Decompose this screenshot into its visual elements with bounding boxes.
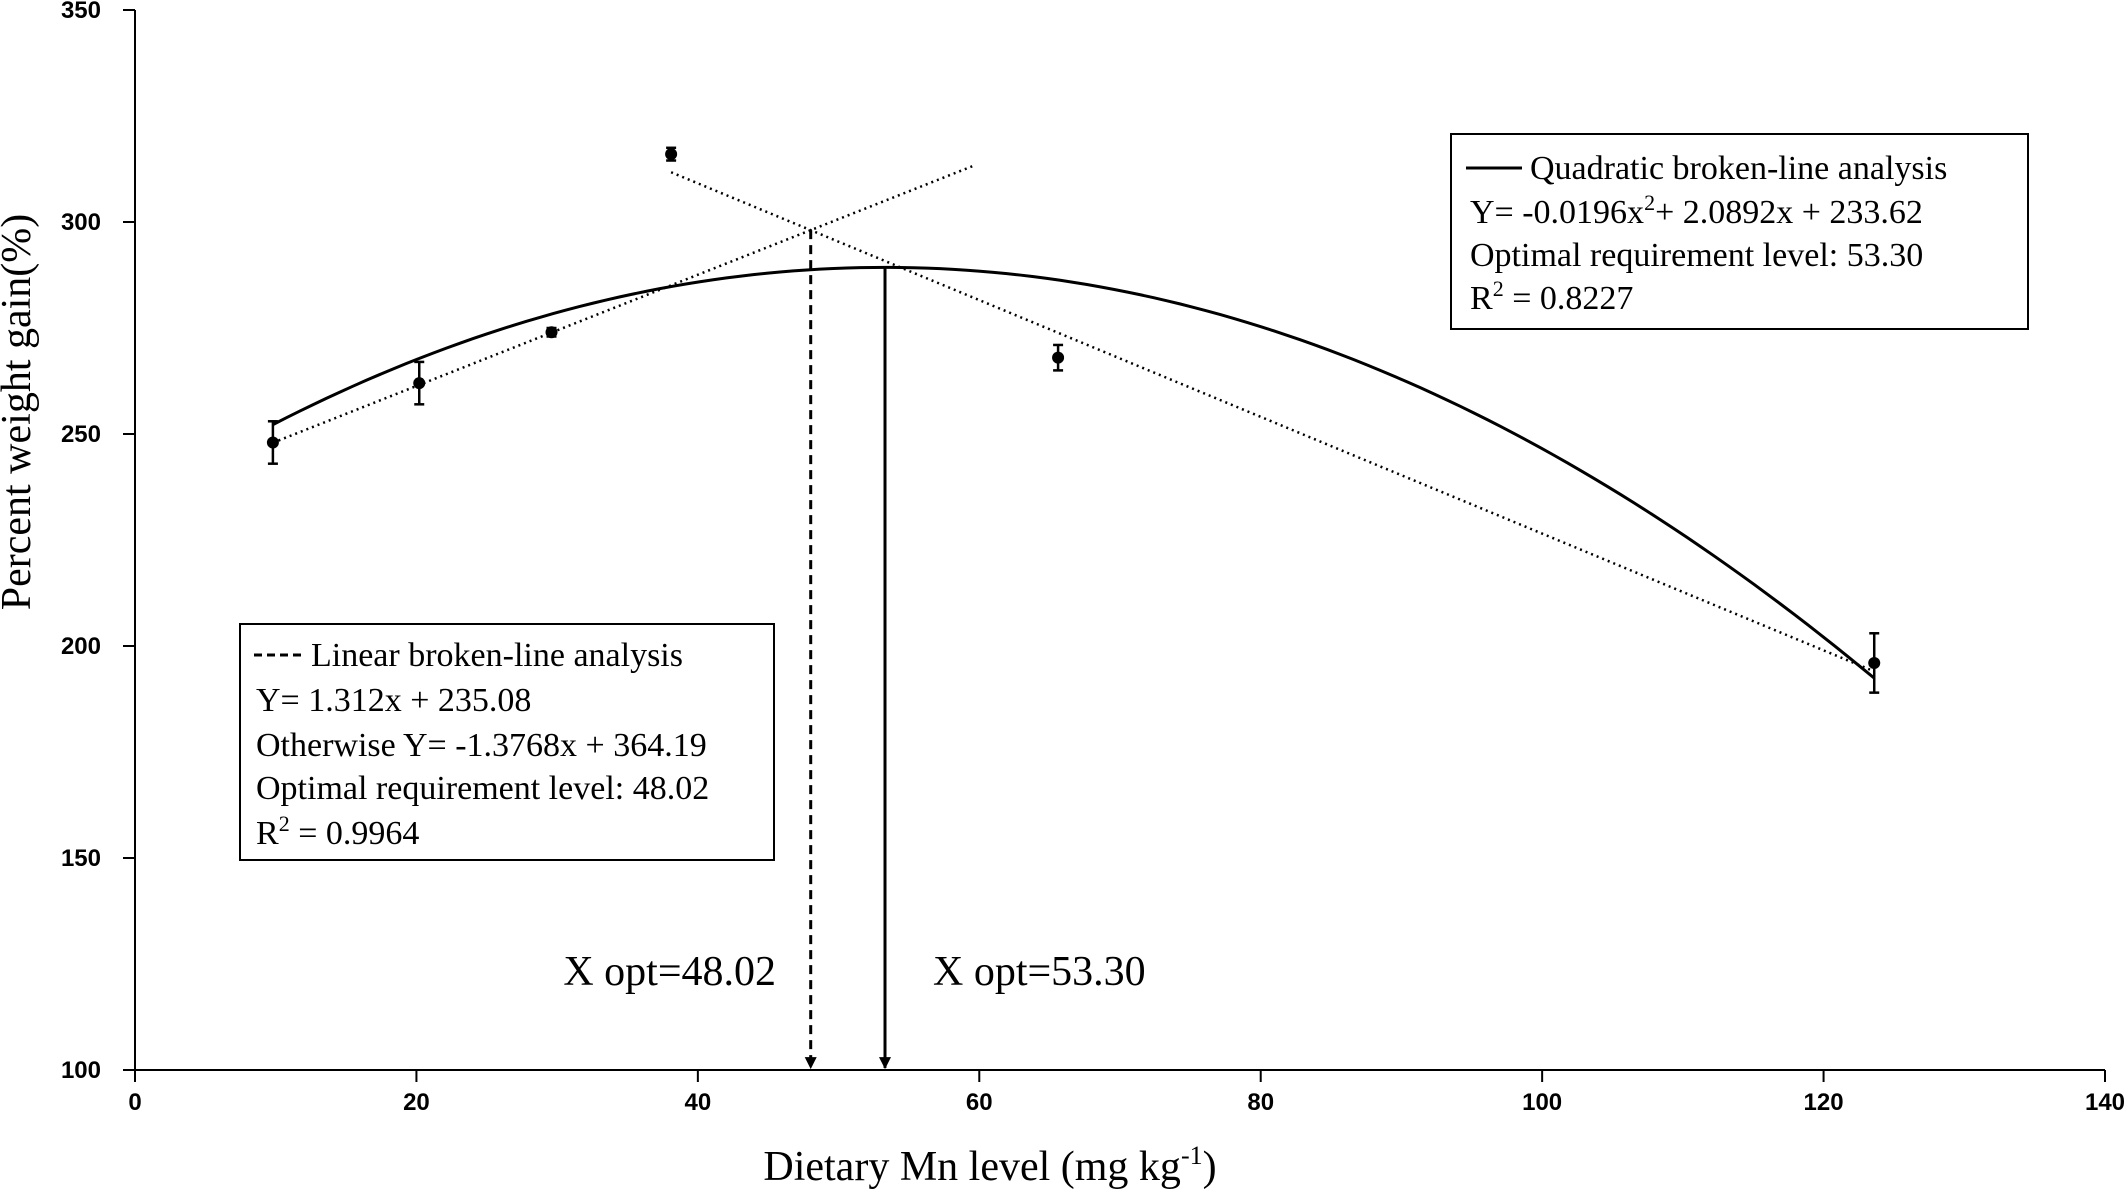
x-tick-label: 20 — [403, 1089, 430, 1116]
data-points — [266, 146, 1881, 694]
data-point — [1868, 656, 1881, 669]
y-tick-label: 350 — [61, 0, 101, 24]
data-point — [545, 326, 558, 339]
data-point — [266, 436, 279, 449]
x-tick-label: 120 — [1804, 1089, 1844, 1116]
x-tick-label: 60 — [966, 1089, 993, 1116]
linear-fit-down-line — [670, 171, 1875, 673]
y-ticks: 100 150 200 250 300 350 — [61, 0, 135, 1084]
legend-linear-title: Linear broken-line analysis — [311, 637, 683, 674]
legend-linear-otherwise: Otherwise Y= -1.3768x + 364.19 — [256, 727, 707, 764]
x-axis-title: Dietary Mn level (mg kg-1) — [763, 1141, 1216, 1189]
legend-quadratic-equation: Y= -0.0196x2+ 2.0892x + 233.62 — [1470, 190, 1923, 231]
x-tick-label: 0 — [128, 1089, 141, 1116]
x-tick-label: 140 — [2085, 1089, 2125, 1116]
legend-linear-equation: Y= 1.312x + 235.08 — [256, 682, 531, 719]
y-tick-label: 100 — [61, 1057, 101, 1084]
linear-fit-up-line — [272, 165, 973, 444]
legend-quadratic-r2: R2 = 0.8227 — [1470, 276, 1633, 317]
xopt-linear-label: X opt=48.02 — [563, 949, 776, 995]
y-tick-label: 300 — [61, 209, 101, 236]
y-tick-label: 250 — [61, 421, 101, 448]
legend-linear: Linear broken-line analysis Y= 1.312x + … — [239, 623, 775, 861]
data-point — [413, 377, 426, 390]
legend-quadratic: Quadratic broken-line analysis Y= -0.019… — [1450, 133, 2029, 330]
x-tick-label: 40 — [685, 1089, 712, 1116]
data-point — [665, 148, 678, 161]
data-point — [1052, 351, 1065, 364]
legend-quadratic-box — [1450, 133, 2029, 330]
y-axis-title: Percent weight gain(%) — [0, 214, 40, 611]
legend-linear-box — [239, 623, 775, 861]
y-tick-label: 150 — [61, 845, 101, 872]
legend-quadratic-optimal: Optimal requirement level: 53.30 — [1470, 237, 1923, 274]
legend-quadratic-title: Quadratic broken-line analysis — [1530, 150, 1947, 187]
x-tick-label: 80 — [1247, 1089, 1274, 1116]
xopt-quadratic-label: X opt=53.30 — [933, 949, 1146, 995]
x-ticks: 0 20 40 60 80 100 120 140 — [128, 1070, 2125, 1116]
legend-linear-optimal: Optimal requirement level: 48.02 — [256, 770, 709, 807]
quadratic-fit-curve — [272, 265, 1876, 680]
y-tick-label: 200 — [61, 633, 101, 660]
legend-linear-r2: R2 = 0.9964 — [256, 811, 419, 852]
x-tick-label: 100 — [1522, 1089, 1562, 1116]
